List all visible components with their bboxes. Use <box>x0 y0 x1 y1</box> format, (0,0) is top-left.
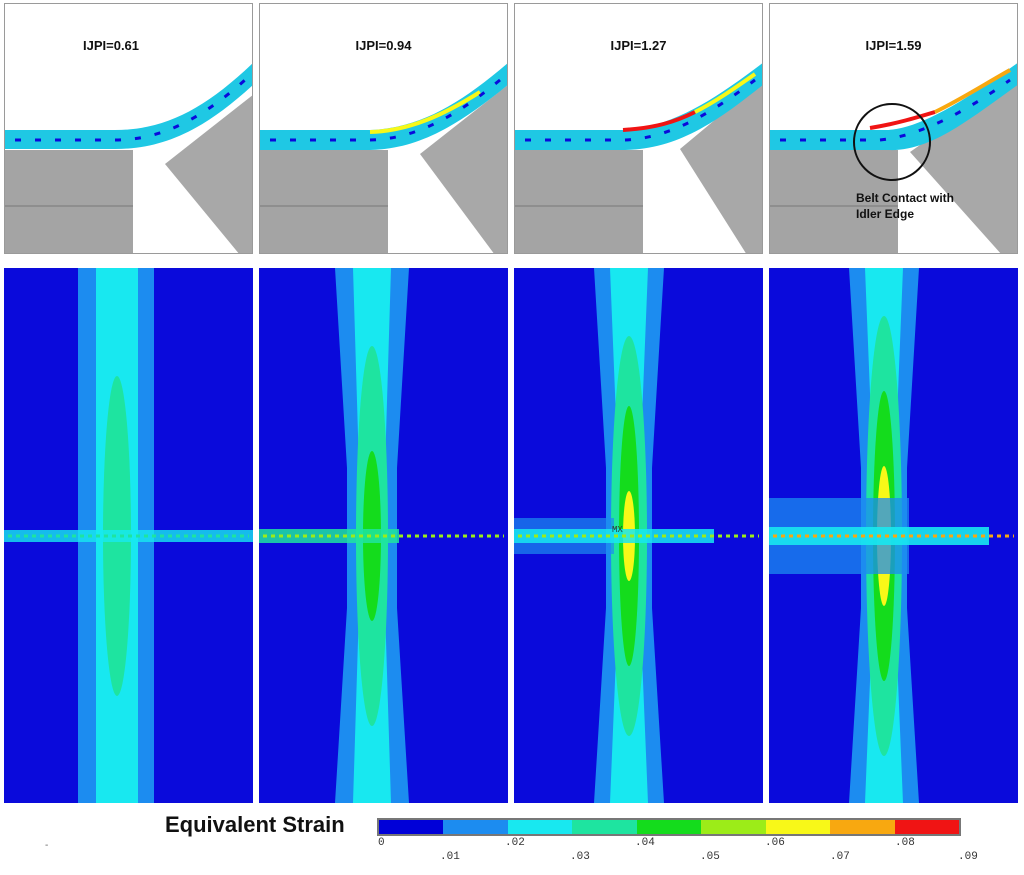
max-marker: MX <box>612 525 623 535</box>
scale-cell <box>379 820 444 834</box>
wing-idler <box>165 95 252 253</box>
contour-panel-2 <box>259 268 508 803</box>
section-panel-2: IJPI=0.94 <box>259 3 508 254</box>
scale-tick: .02 <box>505 837 525 849</box>
ijpi-label: IJPI=0.61 <box>83 38 140 53</box>
scale-cell <box>830 820 895 834</box>
strain-contour: MX <box>514 268 759 803</box>
flat-idler <box>5 150 133 253</box>
ijpi-label: IJPI=1.59 <box>865 38 922 53</box>
ijpi-label: IJPI=0.94 <box>355 38 412 53</box>
scale-tick: .05 <box>700 851 720 863</box>
scale-tick: 0 <box>378 837 385 849</box>
contact-annotation-line2: Idler Edge <box>856 207 915 221</box>
scale-cell <box>701 820 766 834</box>
belt-section-graphic <box>515 63 762 253</box>
scale-tick: .01 <box>440 851 460 863</box>
scale-tick: .06 <box>765 837 785 849</box>
ijpi-label: IJPI=1.27 <box>610 38 667 53</box>
flat-idler <box>770 150 898 253</box>
contact-annotation-line1: Belt Contact with <box>856 191 954 205</box>
contour-panel-1 <box>4 268 253 803</box>
belt-section-graphic <box>5 63 252 253</box>
section-panel-1: IJPI=0.61 <box>4 3 253 254</box>
strain-contour <box>4 268 253 803</box>
strain-contour <box>259 268 504 803</box>
scale-cell <box>443 820 508 834</box>
contact-annotation: Belt Contact with Idler Edge <box>856 190 954 222</box>
belt <box>770 63 1017 151</box>
contour-panel-3: MX <box>514 268 763 803</box>
scale-tick: .08 <box>895 837 915 849</box>
scale-tick: .03 <box>570 851 590 863</box>
belt-section-graphic <box>770 63 1017 253</box>
scale-cell <box>636 820 702 834</box>
wing-idler <box>680 80 762 253</box>
belt <box>515 63 762 150</box>
belt-section-graphic <box>260 63 507 253</box>
scale-tick: .04 <box>635 837 655 849</box>
scale-tick: .09 <box>958 851 978 863</box>
legend-title: Equivalent Strain <box>165 812 345 837</box>
scale-cell <box>765 820 831 834</box>
wing-idler <box>910 77 1017 253</box>
contour-panel-4 <box>769 268 1018 803</box>
belt <box>5 63 252 149</box>
flat-idler <box>260 150 388 253</box>
strain-contour <box>769 268 1014 803</box>
color-scale-bar <box>377 818 961 836</box>
scale-cell <box>894 820 959 834</box>
belt <box>260 63 507 150</box>
stray-mark: - <box>45 840 49 851</box>
flat-idler <box>515 150 643 253</box>
scale-cell <box>507 820 573 834</box>
scale-tick: .07 <box>830 851 850 863</box>
section-panel-4: IJPI=1.59 Belt Contact with Idler Edge <box>769 3 1018 254</box>
contact-circle <box>853 103 931 181</box>
section-panel-3: IJPI=1.27 <box>514 3 763 254</box>
wing-idler <box>420 85 507 253</box>
scale-cell <box>572 820 637 834</box>
